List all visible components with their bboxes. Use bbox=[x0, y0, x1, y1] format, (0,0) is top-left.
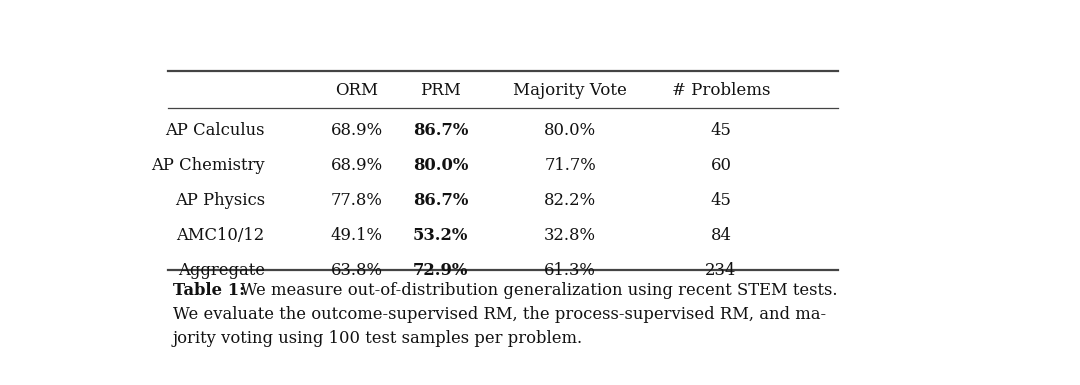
Text: AMC10/12: AMC10/12 bbox=[176, 227, 265, 244]
Text: AP Physics: AP Physics bbox=[175, 192, 265, 209]
Text: 53.2%: 53.2% bbox=[413, 227, 469, 244]
Text: Table 1:: Table 1: bbox=[173, 282, 245, 299]
Text: 49.1%: 49.1% bbox=[330, 227, 382, 244]
Text: 45: 45 bbox=[711, 122, 731, 139]
Text: We measure out-of-distribution generalization using recent STEM tests.: We measure out-of-distribution generaliz… bbox=[230, 282, 837, 299]
Text: 77.8%: 77.8% bbox=[330, 192, 382, 209]
Text: 63.8%: 63.8% bbox=[330, 262, 382, 279]
Text: 72.9%: 72.9% bbox=[413, 262, 469, 279]
Text: PRM: PRM bbox=[420, 82, 461, 99]
Text: 234: 234 bbox=[705, 262, 737, 279]
Text: 80.0%: 80.0% bbox=[544, 122, 596, 139]
Text: 71.7%: 71.7% bbox=[544, 157, 596, 174]
Text: Aggregate: Aggregate bbox=[178, 262, 265, 279]
Text: 84: 84 bbox=[711, 227, 731, 244]
Text: 86.7%: 86.7% bbox=[413, 122, 469, 139]
Text: jority voting using 100 test samples per problem.: jority voting using 100 test samples per… bbox=[173, 330, 583, 347]
Text: 68.9%: 68.9% bbox=[330, 122, 383, 139]
Text: AP Chemistry: AP Chemistry bbox=[151, 157, 265, 174]
Text: 82.2%: 82.2% bbox=[544, 192, 596, 209]
Text: # Problems: # Problems bbox=[672, 82, 770, 99]
Text: We evaluate the outcome-supervised RM, the process-supervised RM, and ma-: We evaluate the outcome-supervised RM, t… bbox=[173, 306, 826, 323]
Text: 60: 60 bbox=[711, 157, 731, 174]
Text: 80.0%: 80.0% bbox=[413, 157, 469, 174]
Text: 45: 45 bbox=[711, 192, 731, 209]
Text: AP Calculus: AP Calculus bbox=[165, 122, 265, 139]
Text: Majority Vote: Majority Vote bbox=[513, 82, 627, 99]
Text: ORM: ORM bbox=[335, 82, 378, 99]
Text: 61.3%: 61.3% bbox=[544, 262, 596, 279]
Text: 86.7%: 86.7% bbox=[413, 192, 469, 209]
Text: 68.9%: 68.9% bbox=[330, 157, 383, 174]
Text: 32.8%: 32.8% bbox=[544, 227, 596, 244]
